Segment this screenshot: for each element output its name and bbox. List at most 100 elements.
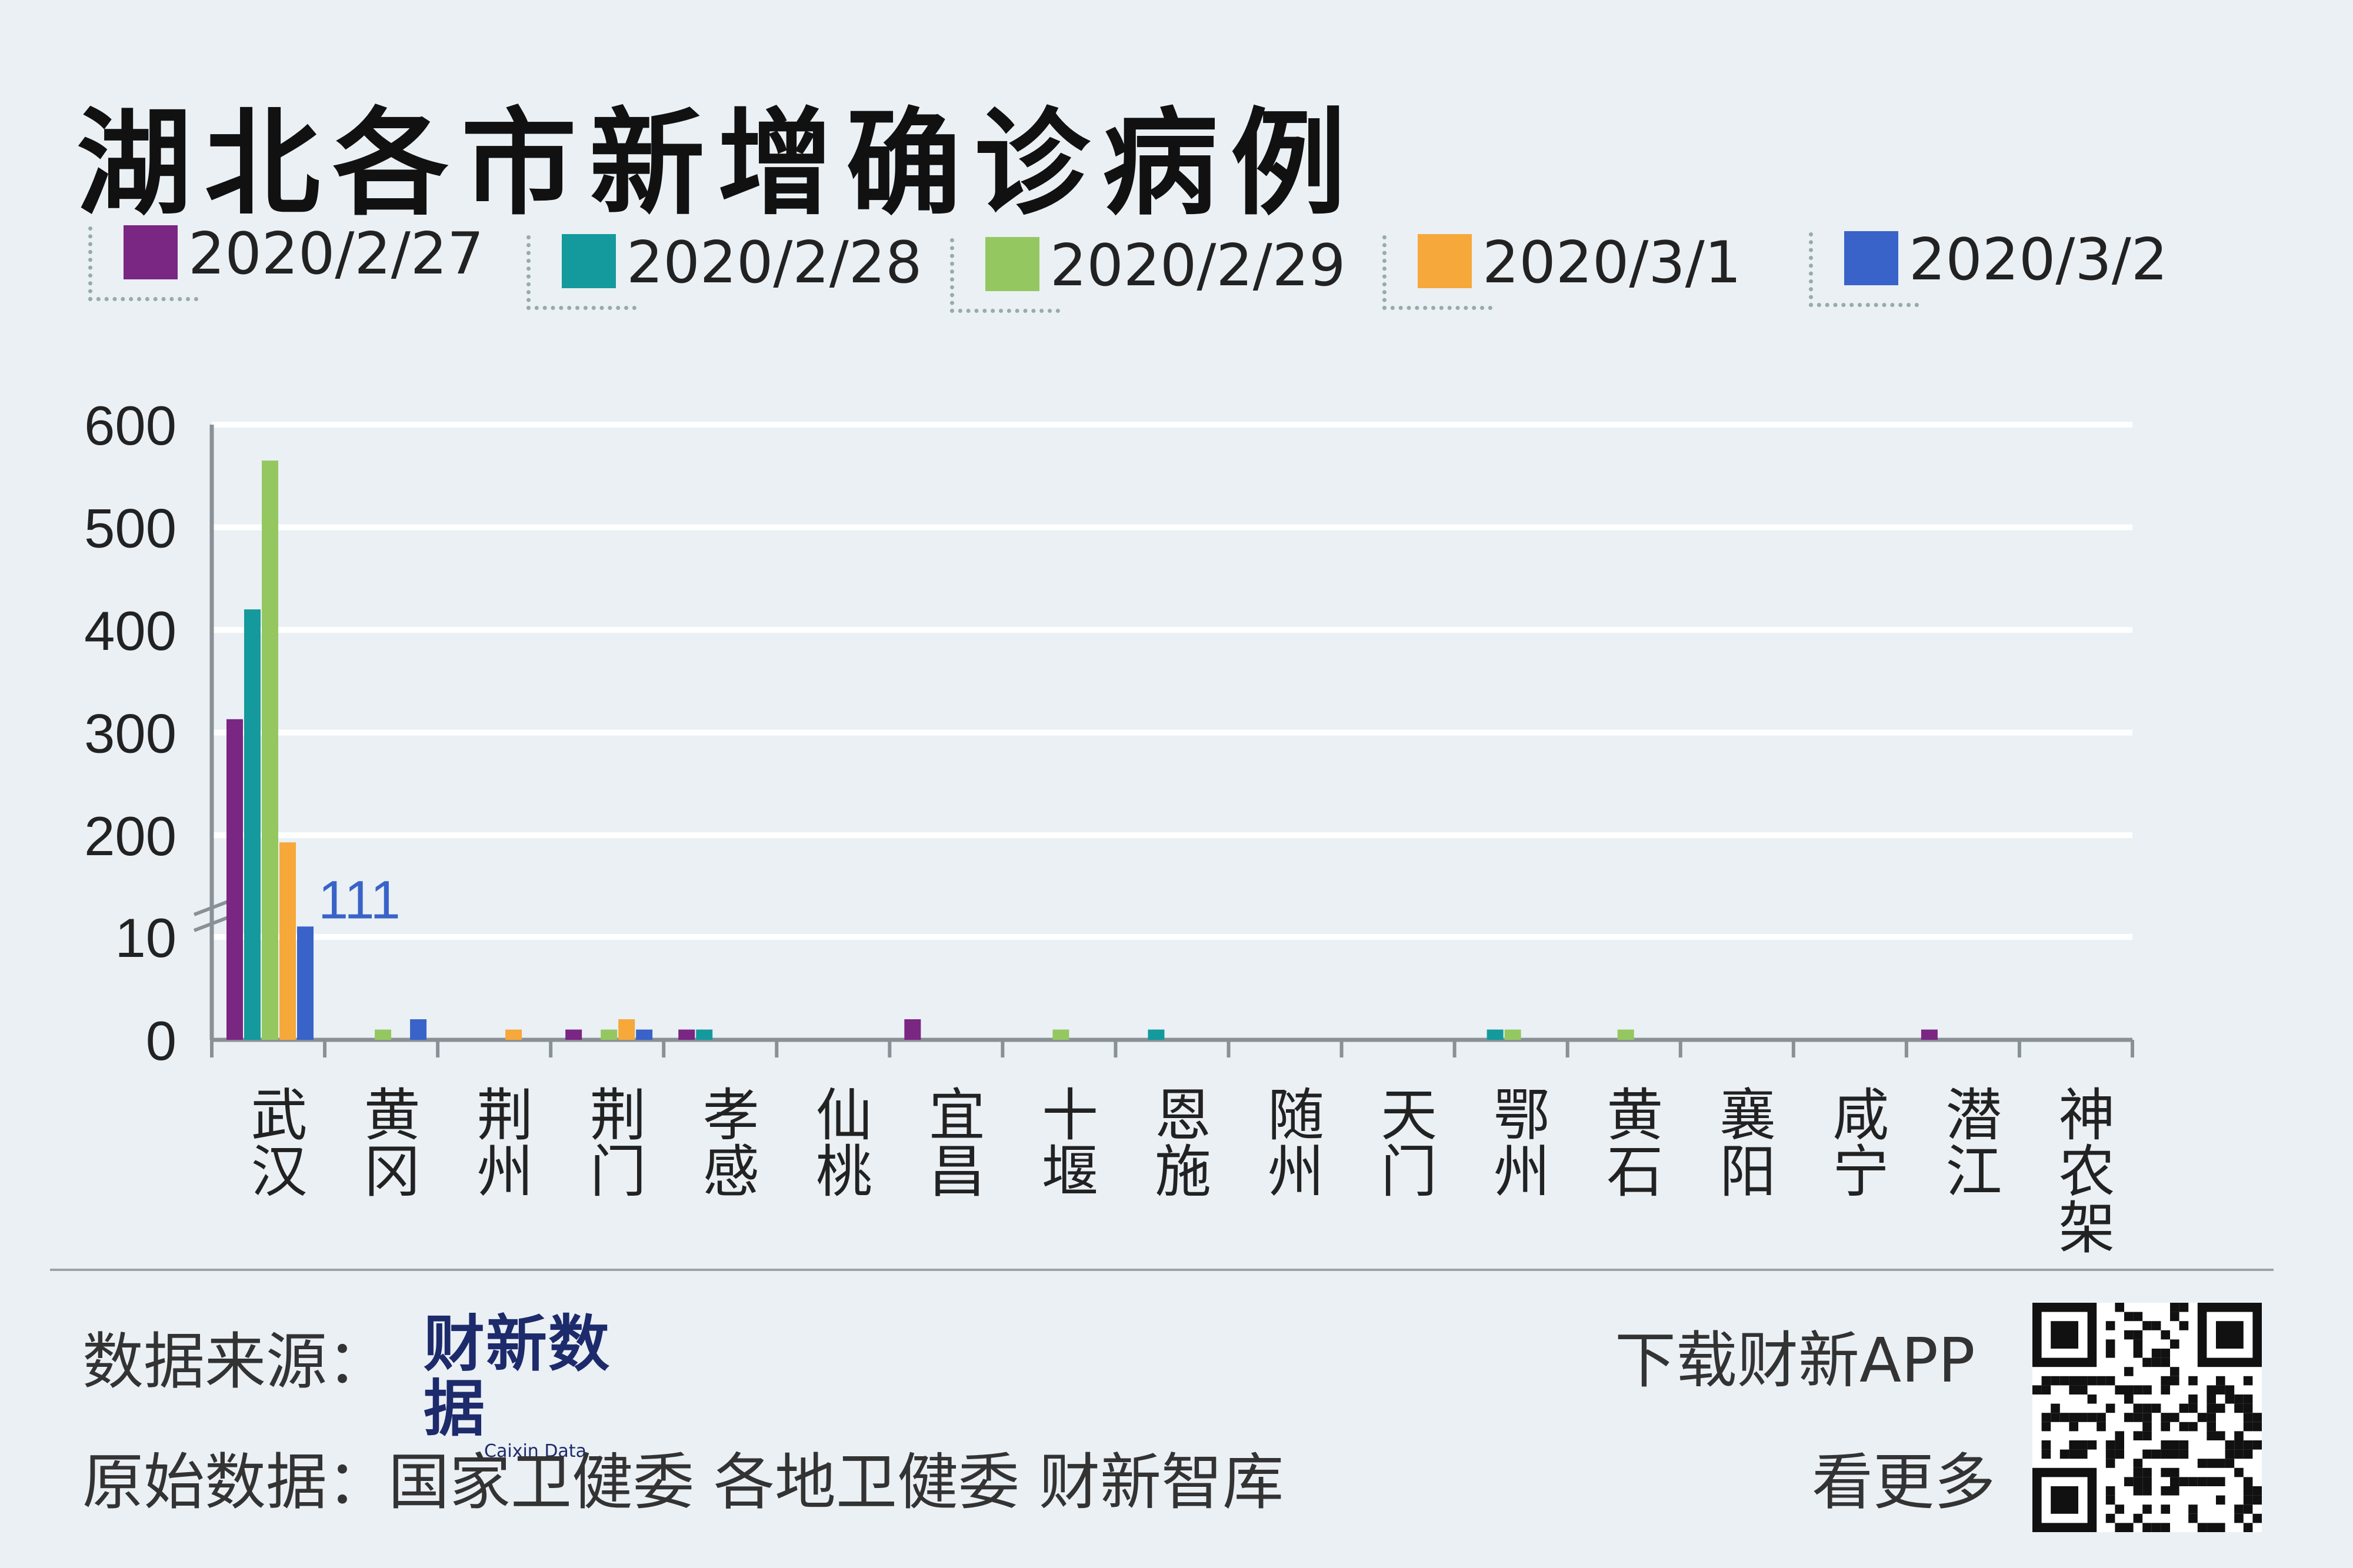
qr-module — [2133, 1467, 2143, 1477]
qr-module — [2115, 1385, 2124, 1394]
qr-module — [2234, 1440, 2244, 1450]
qr-module — [2142, 1449, 2152, 1459]
qr-module — [2225, 1440, 2235, 1450]
y-tick-label: 10 — [115, 907, 176, 969]
qr-module — [2207, 1385, 2216, 1394]
qr-module — [2051, 1403, 2060, 1413]
qr-module — [2124, 1367, 2134, 1376]
qr-module — [2197, 1477, 2207, 1486]
qr-module — [2151, 1403, 2161, 1413]
qr-module — [2234, 1467, 2244, 1477]
qr-module — [2133, 1349, 2143, 1358]
x-category-label: 黄冈 — [354, 1085, 420, 1198]
qr-module — [2179, 1321, 2189, 1330]
qr-module — [2216, 1495, 2225, 1505]
origin-text: 原始数据：国家卫健委 各地卫健委 财新智库 — [82, 1446, 1284, 1518]
qr-module — [2243, 1394, 2253, 1404]
x-category-label: 潜江 — [1936, 1085, 2002, 1198]
y-tick-label: 200 — [84, 805, 176, 867]
qr-module — [2161, 1357, 2170, 1367]
qr-module — [2124, 1523, 2134, 1532]
legend-swatch — [1844, 231, 1898, 285]
x-category-label: 荆门 — [580, 1085, 646, 1198]
qr-module — [2142, 1431, 2152, 1440]
x-category-label: 荆州 — [467, 1085, 533, 1198]
x-category-label: 神农架 — [2049, 1085, 2115, 1253]
qr-module — [2170, 1367, 2179, 1376]
legend-frame — [88, 226, 198, 301]
qr-module — [2105, 1495, 2115, 1505]
x-category-label: 咸宁 — [1823, 1085, 1889, 1198]
qr-module — [2161, 1523, 2170, 1532]
qr-module — [2179, 1449, 2189, 1459]
qr-module — [2243, 1422, 2253, 1432]
qr-module — [2216, 1403, 2225, 1413]
qr-module — [2133, 1385, 2143, 1394]
qr-module — [2188, 1504, 2198, 1514]
qr-module — [2142, 1467, 2152, 1477]
qr-module — [2105, 1440, 2115, 1450]
bar — [297, 926, 314, 1040]
qr-module — [2207, 1431, 2216, 1440]
qr-module — [2133, 1486, 2143, 1496]
qr-module — [2216, 1477, 2225, 1486]
qr-module — [2069, 1385, 2078, 1394]
qr-module — [2179, 1477, 2189, 1486]
qr-module — [2252, 1413, 2262, 1422]
bar — [1148, 1029, 1165, 1040]
bar — [1504, 1029, 1521, 1040]
qr-module — [2133, 1413, 2143, 1422]
legend-label: 2020/3/1 — [1482, 229, 1742, 296]
bar — [678, 1029, 695, 1040]
qr-module — [2216, 1376, 2225, 1386]
x-category-label: 随州 — [1258, 1085, 1324, 1198]
qr-module — [2124, 1394, 2134, 1404]
qr-module — [2161, 1413, 2170, 1422]
qr-module — [2059, 1449, 2069, 1459]
qr-module — [2243, 1413, 2253, 1422]
qr-module — [2115, 1440, 2124, 1450]
qr-module — [2188, 1477, 2198, 1486]
x-category-label: 天门 — [1371, 1085, 1437, 1198]
y-tick-label: 400 — [84, 600, 176, 662]
qr-module — [2105, 1321, 2115, 1330]
qr-module — [2069, 1440, 2078, 1450]
qr-module — [2234, 1431, 2244, 1440]
qr-module — [2097, 1376, 2106, 1386]
download-app-text: 下载财新APP — [1615, 1325, 1975, 1396]
bar — [262, 461, 278, 1040]
qr-module — [2051, 1321, 2078, 1349]
qr-module — [2170, 1449, 2179, 1459]
qr-code[interactable] — [2032, 1303, 2262, 1532]
y-tick-label: 0 — [146, 1010, 176, 1072]
x-category-label: 十堰 — [1032, 1085, 1098, 1198]
qr-module — [2188, 1394, 2198, 1404]
bar — [1921, 1029, 1938, 1040]
logo-subtext: Caixin Data — [484, 1441, 586, 1462]
qr-module — [2032, 1385, 2042, 1394]
qr-module — [2041, 1385, 2051, 1394]
qr-module — [2197, 1459, 2207, 1468]
qr-module — [2216, 1459, 2225, 1468]
qr-module — [2151, 1357, 2161, 1367]
x-category-label: 恩施 — [1145, 1085, 1211, 1198]
bar — [226, 719, 243, 1040]
axis-break-mark — [193, 899, 231, 916]
qr-module — [2216, 1385, 2225, 1394]
qr-module — [2059, 1413, 2069, 1422]
qr-module — [2142, 1422, 2152, 1432]
qr-module — [2252, 1422, 2262, 1432]
legend-label: 2020/2/29 — [1050, 232, 1346, 299]
qr-module — [2133, 1459, 2143, 1468]
qr-module — [2225, 1394, 2235, 1404]
qr-module — [2161, 1467, 2170, 1477]
legend-swatch — [1418, 234, 1472, 288]
qr-module — [2161, 1440, 2170, 1450]
y-tick-label: 300 — [84, 703, 176, 765]
qr-module — [2197, 1413, 2207, 1422]
qr-module — [2078, 1440, 2088, 1450]
qr-module — [2078, 1413, 2088, 1422]
qr-module — [2188, 1513, 2198, 1523]
qr-module — [2087, 1394, 2097, 1404]
x-category-label: 孝感 — [693, 1085, 759, 1198]
